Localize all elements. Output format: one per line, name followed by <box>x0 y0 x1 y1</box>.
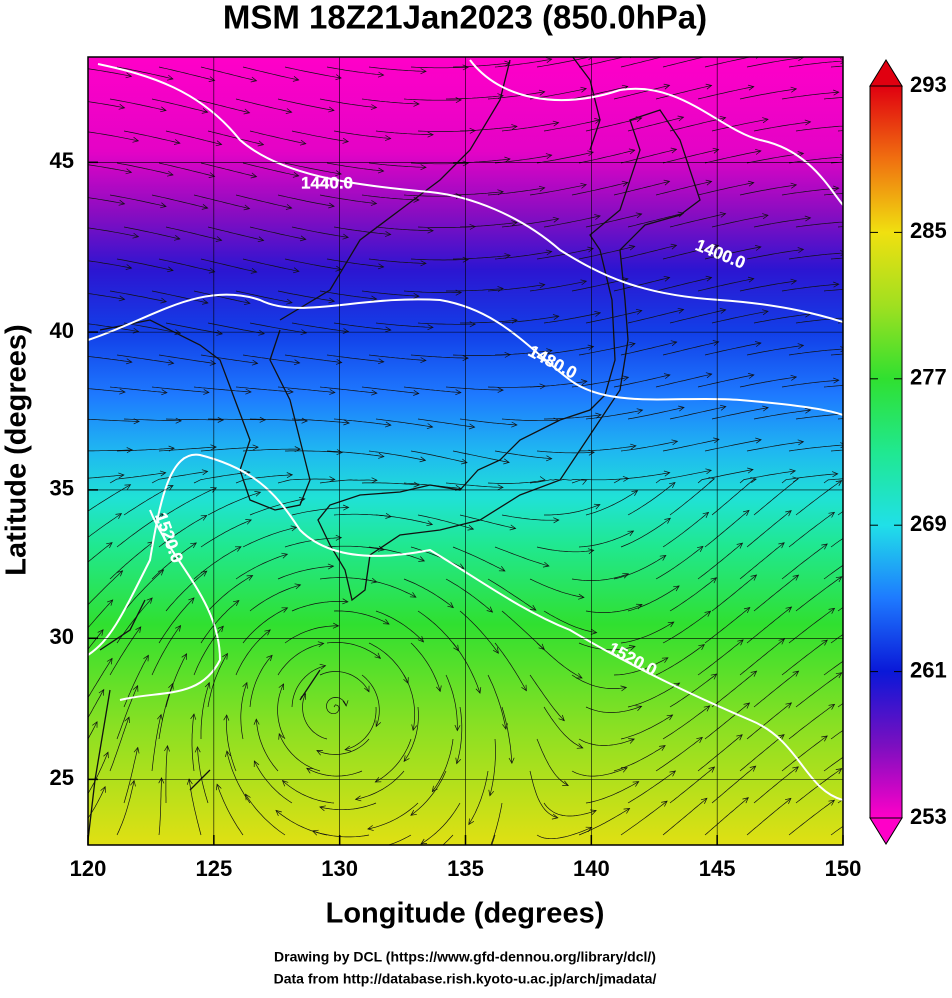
colorbar-ticks <box>870 85 902 819</box>
contour-label: 1440.0 <box>301 173 353 192</box>
y-tick-label: 40 <box>50 318 74 343</box>
colorbar <box>869 85 903 819</box>
x-tick-label: 125 <box>195 856 232 881</box>
title: MSM 18Z21Jan2023 (850.0hPa) <box>223 0 707 36</box>
x-tick-label: 135 <box>447 856 484 881</box>
colorbar-tick-label: 293 <box>910 72 947 97</box>
colorbar-tick-label: 277 <box>910 365 947 390</box>
x-tick-label: 145 <box>699 856 736 881</box>
y-tick-label: 45 <box>50 148 74 173</box>
plot-frame <box>87 56 844 846</box>
streamlines <box>88 57 843 845</box>
y-tick-label: 25 <box>50 765 74 790</box>
credit: Drawing by DCL (https://www.gfd-dennou.o… <box>274 949 656 965</box>
colorbar-extend-top <box>869 59 903 87</box>
x-tick-label: 120 <box>70 856 107 881</box>
credit: Data from http://database.rish.kyoto-u.a… <box>274 971 657 987</box>
colorbar-extend-bottom <box>869 817 903 845</box>
x-axis-title: Longitude (degrees) <box>326 898 605 930</box>
y-tick-label: 30 <box>50 624 74 649</box>
colorbar-tick-label: 285 <box>910 218 947 243</box>
y-tick-label: 35 <box>50 476 74 501</box>
colorbar-tick-label: 253 <box>910 804 947 829</box>
colorbar-tick-label: 261 <box>910 657 947 682</box>
colorbar-tick-label: 269 <box>910 511 947 536</box>
x-tick-label: 130 <box>321 856 358 881</box>
height-contours <box>88 59 843 801</box>
x-tick-label: 150 <box>825 856 862 881</box>
x-tick-label: 140 <box>573 856 610 881</box>
y-axis-title: Latitude (degrees) <box>1 324 33 575</box>
